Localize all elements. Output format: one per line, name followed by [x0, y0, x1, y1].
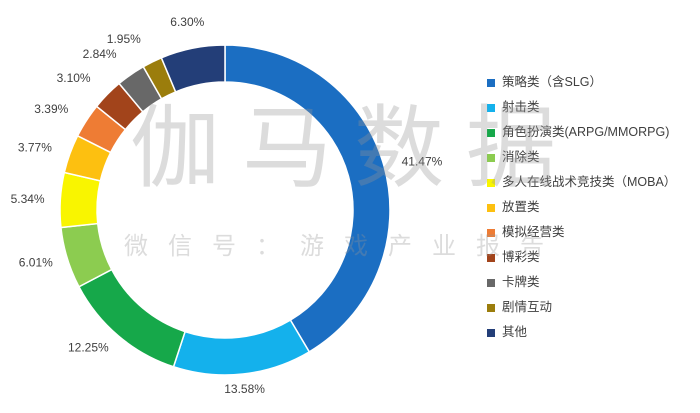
legend-label: 模拟经营类 — [502, 225, 565, 240]
legend-item: 消除类 — [487, 145, 692, 170]
legend-item: 放置类 — [487, 195, 692, 220]
donut-slices — [59, 44, 391, 376]
data-label-8: 3.10% — [57, 71, 91, 85]
legend-label: 博彩类 — [502, 250, 540, 265]
legend-item: 博彩类 — [487, 245, 692, 270]
legend-item: 策略类（含SLG） — [487, 70, 692, 95]
donut-slice-5 — [59, 171, 102, 229]
legend-swatch — [487, 278, 495, 287]
data-label-2: 13.58% — [224, 382, 265, 396]
legend-label: 卡牌类 — [502, 275, 540, 290]
donut-slice-2 — [172, 319, 311, 376]
legend-label: 其他 — [502, 325, 528, 340]
legend-item: 模拟经营类 — [487, 220, 692, 245]
legend-label: 角色扮演类(ARPG/MMORPG) — [502, 125, 670, 140]
legend-swatch — [487, 153, 495, 162]
data-label-6: 3.77% — [18, 140, 52, 154]
data-label-3: 12.25% — [68, 340, 109, 354]
legend-swatch — [487, 178, 495, 187]
data-label-9: 2.84% — [83, 47, 117, 61]
legend-item: 卡牌类 — [487, 270, 692, 295]
legend-swatch — [487, 103, 495, 112]
donut-slice-11 — [160, 44, 226, 93]
legend-label: 放置类 — [502, 200, 540, 215]
data-label-7: 3.39% — [34, 102, 68, 116]
legend-label: 消除类 — [502, 150, 540, 165]
legend-swatch — [487, 228, 495, 237]
data-label-5: 5.34% — [11, 192, 45, 206]
legend-swatch — [487, 328, 495, 337]
legend-swatch — [487, 78, 495, 87]
legend-swatch — [487, 203, 495, 212]
legend-item: 角色扮演类(ARPG/MMORPG) — [487, 120, 692, 145]
legend-item: 剧情互动 — [487, 295, 692, 320]
legend-item: 多人在线战术竞技类（MOBA） — [487, 170, 692, 195]
legend-swatch — [487, 253, 495, 262]
data-labels: 41.47% 13.58% 12.25% 6.01% 5.34% 3.77% 3.39% 3.… — [11, 15, 443, 396]
data-label-11: 6.30% — [170, 15, 204, 29]
legend-label: 多人在线战术竞技类（MOBA） — [502, 175, 677, 190]
data-label-1: 41.47% — [402, 155, 443, 169]
legend: 策略类（含SLG） 射击类 角色扮演类(ARPG/MMORPG) 消除类 多人在… — [487, 70, 692, 345]
legend-swatch — [487, 128, 495, 137]
legend-label: 剧情互动 — [502, 300, 553, 315]
legend-item: 其他 — [487, 320, 692, 345]
legend-swatch — [487, 303, 495, 312]
legend-label: 射击类 — [502, 100, 540, 115]
data-label-10: 1.95% — [107, 32, 141, 46]
legend-label: 策略类（含SLG） — [502, 75, 603, 90]
donut-slice-1 — [224, 44, 391, 353]
legend-item: 射击类 — [487, 95, 692, 120]
data-label-4: 6.01% — [19, 255, 53, 269]
